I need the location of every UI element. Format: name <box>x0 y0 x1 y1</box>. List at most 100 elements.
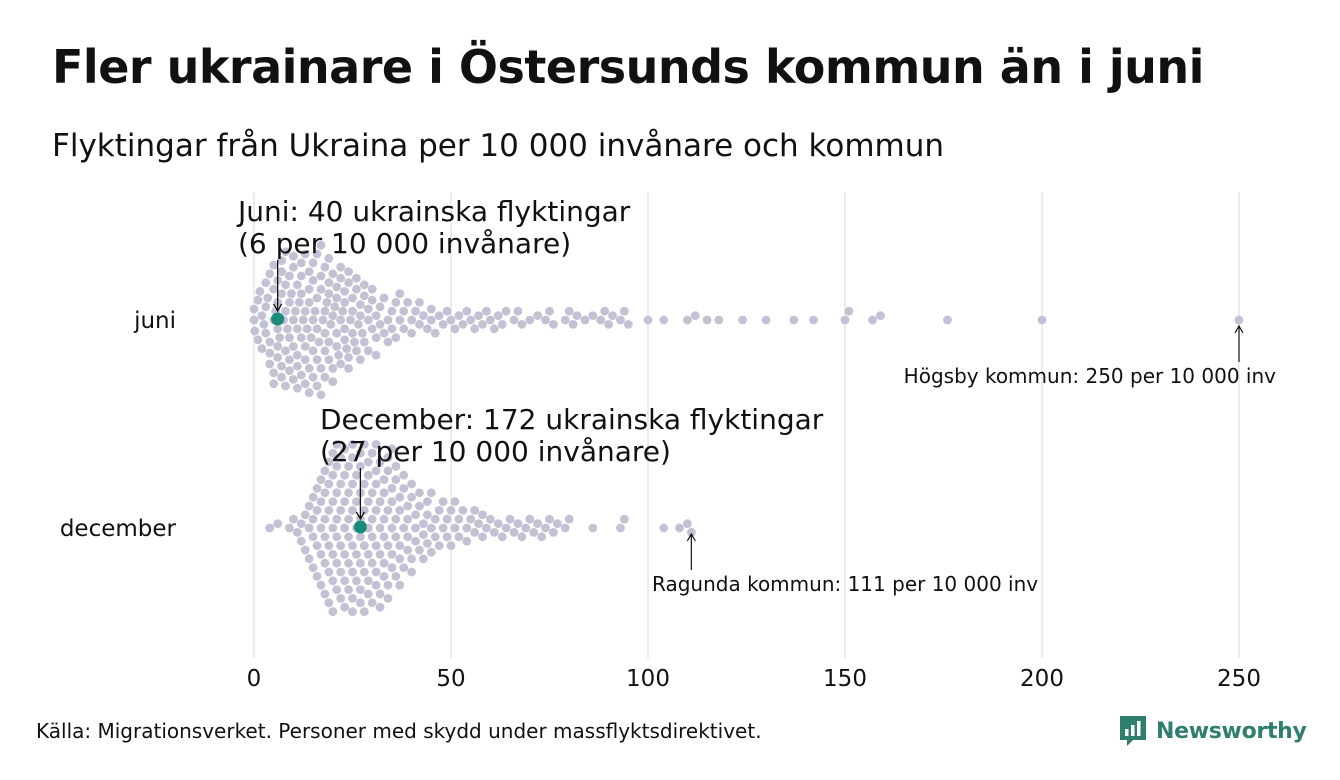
data-point-juni-124 <box>340 335 350 345</box>
data-point-juni-126 <box>342 344 351 353</box>
data-point-juni-65 <box>300 306 310 316</box>
data-point-juni-58 <box>294 298 304 307</box>
data-point-december-169 <box>419 519 428 528</box>
data-point-juni-129 <box>344 267 353 276</box>
data-point-december-75 <box>348 594 357 603</box>
data-point-juni-136 <box>352 284 361 294</box>
data-point-juni-63 <box>296 258 306 268</box>
data-point-juni-67 <box>300 355 310 364</box>
data-point-december-130 <box>383 541 393 550</box>
data-point-december-110 <box>371 506 381 515</box>
data-point-december-112 <box>371 479 381 489</box>
data-point-juni-72 <box>304 284 314 294</box>
data-point-juni-223 <box>690 311 700 320</box>
data-point-juni-9 <box>261 302 271 312</box>
x-tick-label-50: 50 <box>436 666 465 692</box>
data-point-juni-178 <box>426 315 436 325</box>
data-point-december-179 <box>430 532 440 542</box>
data-point-december-178 <box>430 514 440 524</box>
data-point-juni-92 <box>316 240 326 250</box>
data-point-december-223 <box>616 523 625 533</box>
data-point-december-5 <box>296 519 306 528</box>
chart-subtitle: Flyktingar från Ukraina per 10 000 invån… <box>52 128 945 164</box>
data-point-juni-75 <box>304 388 314 397</box>
data-point-juni-39 <box>281 247 290 257</box>
data-point-juni-221 <box>659 315 669 325</box>
data-point-december-92 <box>359 541 369 550</box>
data-point-december-58 <box>340 497 350 506</box>
data-point-december-66 <box>344 488 353 498</box>
data-point-juni-155 <box>371 350 381 360</box>
data-point-juni-45 <box>285 366 294 375</box>
data-point-december-124 <box>379 532 389 542</box>
data-point-juni-81 <box>308 372 318 382</box>
data-point-juni-118 <box>336 273 346 283</box>
data-point-december-205 <box>497 532 507 542</box>
data-point-juni-219 <box>623 320 633 329</box>
data-point-december-42 <box>328 448 338 458</box>
data-point-december-200 <box>478 510 487 520</box>
category-label-juni: juni <box>133 308 176 334</box>
data-point-juni-130 <box>344 364 353 373</box>
highlight-label-line2-juni: (6 per 10 000 invånare) <box>238 227 571 260</box>
data-point-december-158 <box>403 545 413 555</box>
data-point-juni-188 <box>462 306 472 316</box>
data-point-december-77 <box>348 607 357 616</box>
data-point-juni-94 <box>318 315 328 325</box>
extreme-arrow-head-juni <box>1234 324 1244 334</box>
data-point-december-33 <box>324 479 334 489</box>
data-point-december-132 <box>383 580 393 590</box>
data-point-juni-186 <box>454 311 464 320</box>
data-point-juni-97 <box>320 346 330 356</box>
data-point-juni-214 <box>600 306 610 316</box>
data-point-juni-69 <box>300 249 310 259</box>
data-point-december-82 <box>352 576 361 586</box>
data-point-december-209 <box>513 519 523 528</box>
data-point-december-21 <box>316 497 326 506</box>
data-point-juni-174 <box>415 320 424 329</box>
data-point-december-139 <box>387 563 397 572</box>
data-point-december-103 <box>363 589 373 599</box>
data-point-juni-103 <box>324 278 334 287</box>
data-point-juni-232 <box>868 315 877 325</box>
data-point-juni-85 <box>312 355 322 364</box>
data-point-juni-203 <box>533 311 543 320</box>
data-point-juni-162 <box>387 306 397 316</box>
data-point-december-146 <box>395 506 405 515</box>
data-point-december-170 <box>419 530 428 539</box>
data-point-december-120 <box>375 457 385 467</box>
data-point-december-43 <box>328 607 338 616</box>
data-point-december-160 <box>407 554 416 564</box>
data-point-december-52 <box>336 541 346 550</box>
data-point-december-54 <box>336 567 346 577</box>
data-point-december-140 <box>387 444 397 454</box>
data-point-juni-26 <box>273 353 283 362</box>
data-point-juni-42 <box>285 333 294 342</box>
data-point-december-202 <box>486 514 495 524</box>
data-point-december-93 <box>359 479 369 489</box>
x-tick-label-200: 200 <box>1020 666 1064 692</box>
data-point-juni-107 <box>328 311 338 320</box>
data-point-december-84 <box>355 532 365 542</box>
data-point-juni-90 <box>316 271 326 281</box>
data-point-december-221 <box>564 514 574 524</box>
data-point-juni-96 <box>320 328 330 338</box>
data-point-juni-225 <box>714 315 724 325</box>
data-point-juni-217 <box>616 315 625 325</box>
data-point-december-154 <box>399 470 409 480</box>
data-point-juni-110 <box>328 377 338 386</box>
data-point-juni-18 <box>269 284 279 294</box>
data-point-juni-150 <box>367 324 377 334</box>
data-point-december-122 <box>375 602 385 612</box>
data-point-december-114 <box>371 466 381 476</box>
data-point-juni-60 <box>296 289 306 298</box>
data-point-december-175 <box>426 523 436 533</box>
data-point-juni-125 <box>340 287 350 296</box>
data-point-juni-122 <box>340 324 350 334</box>
data-point-december-30 <box>320 589 330 599</box>
data-point-juni-54 <box>292 280 302 290</box>
data-point-juni-157 <box>375 302 385 312</box>
data-point-december-193 <box>462 523 472 533</box>
data-point-december-220 <box>560 523 570 533</box>
data-point-december-96 <box>359 607 369 616</box>
